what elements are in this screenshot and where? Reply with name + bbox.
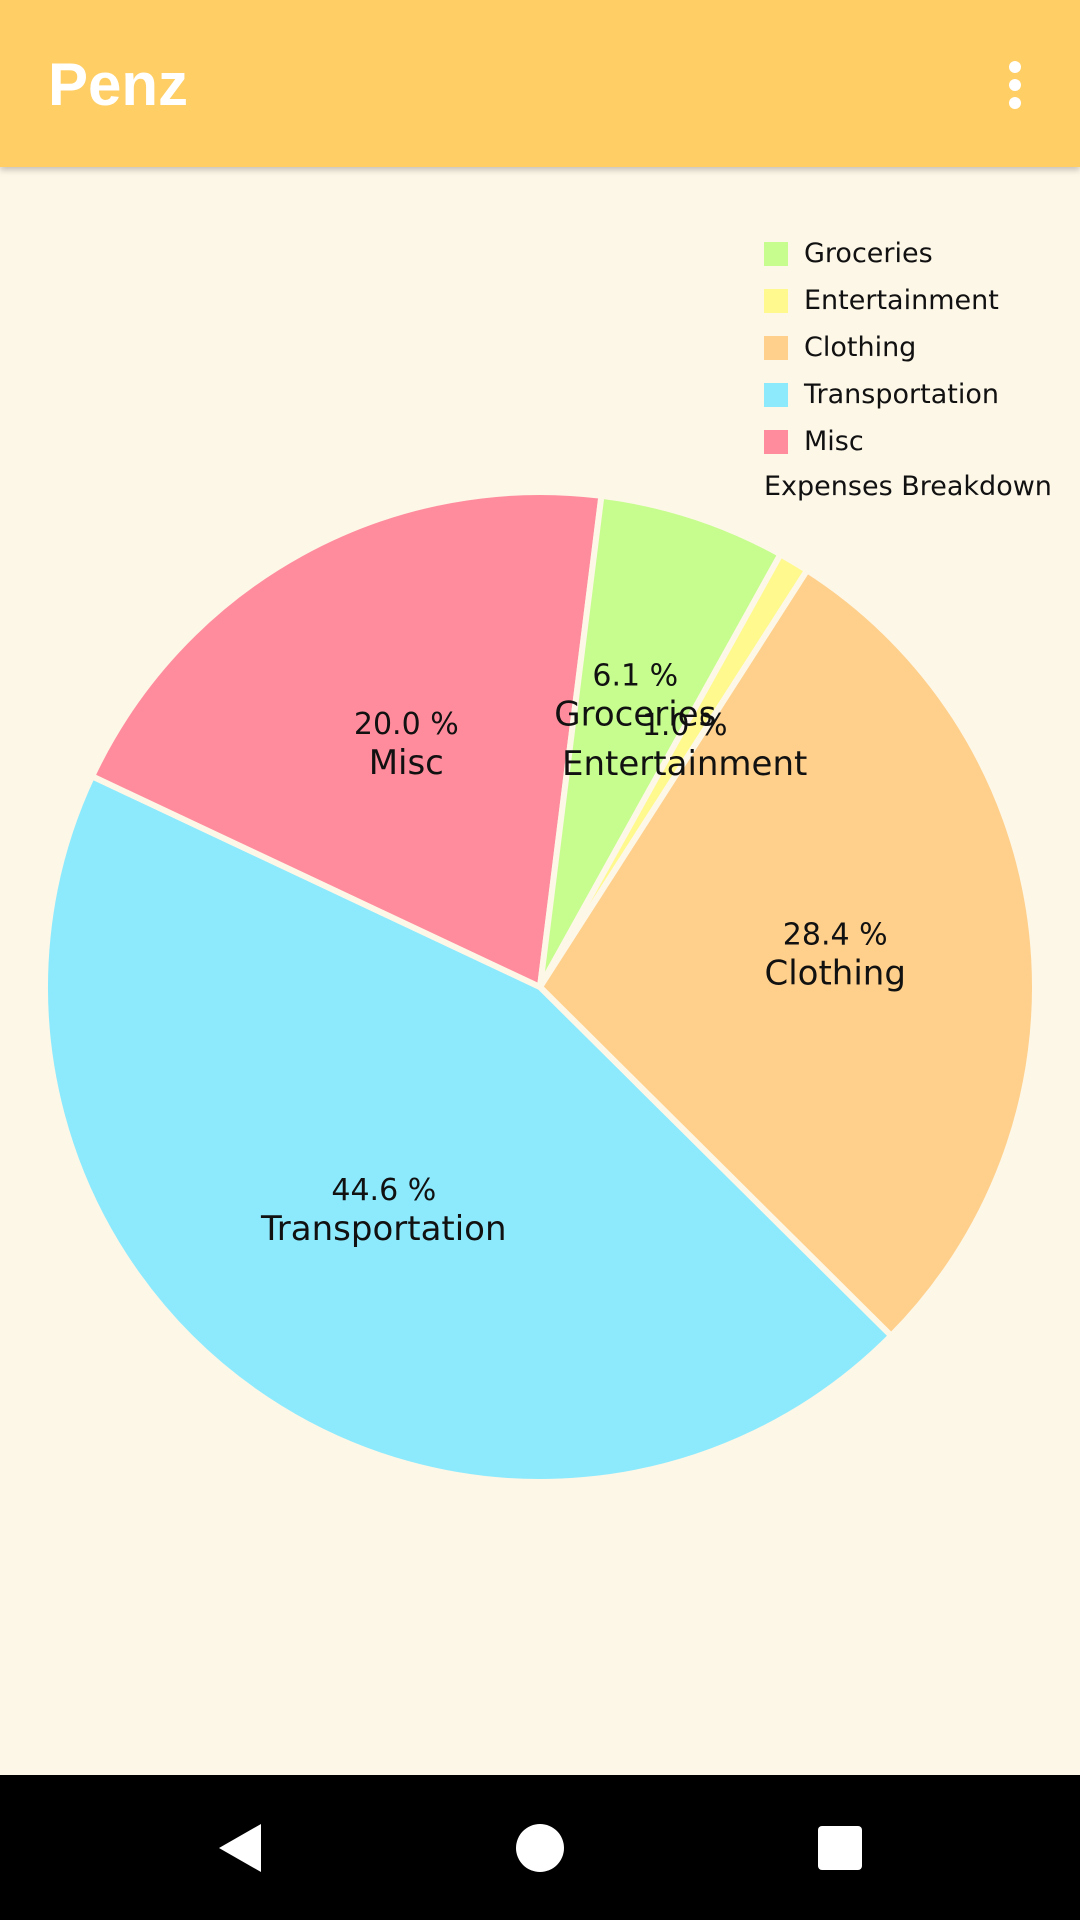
nav-back-button[interactable] xyxy=(190,1805,290,1891)
chart-legend: Groceries Entertainment Clothing Transpo… xyxy=(764,230,1052,502)
system-nav-bar xyxy=(0,1775,1080,1920)
legend-swatch-clothing xyxy=(764,335,788,360)
legend-label-transportation: Transportation xyxy=(804,379,999,410)
app-title: Penz xyxy=(48,51,189,118)
legend-label-groceries: Groceries xyxy=(804,238,933,269)
legend-item-transportation: Transportation xyxy=(764,371,1052,418)
overflow-menu-button[interactable] xyxy=(980,50,1050,120)
slice-value-label-clothing: 28.4 % xyxy=(783,918,888,953)
slice-value-label-transportation: 44.6 % xyxy=(331,1173,436,1208)
legend-swatch-groceries xyxy=(764,241,788,266)
app-bar: Penz xyxy=(0,0,1080,167)
slice-name-label-entertainment: Entertainment xyxy=(562,744,807,784)
legend-item-groceries: Groceries xyxy=(764,230,1052,277)
pie-slice-clothing xyxy=(537,567,1038,1339)
nav-recents-button[interactable] xyxy=(790,1805,890,1891)
pie-slice-transportation xyxy=(42,773,895,1485)
slice-name-label-misc: Misc xyxy=(369,743,444,783)
legend-swatch-entertainment xyxy=(764,288,788,313)
legend-item-clothing: Clothing xyxy=(764,324,1052,371)
recents-square-icon xyxy=(818,1826,862,1870)
legend-swatch-transportation xyxy=(764,382,788,407)
slice-name-label-clothing: Clothing xyxy=(764,954,905,994)
legend-swatch-misc xyxy=(764,429,788,454)
slice-value-label-entertainment: 1.0 % xyxy=(642,708,728,743)
legend-label-entertainment: Entertainment xyxy=(804,285,999,316)
legend-item-misc: Misc xyxy=(764,418,1052,465)
pie-slice-misc xyxy=(89,489,605,990)
legend-label-misc: Misc xyxy=(804,426,864,457)
slice-name-label-transportation: Transportation xyxy=(260,1209,507,1249)
slice-value-label-groceries: 6.1 % xyxy=(592,658,678,693)
nav-home-button[interactable] xyxy=(490,1805,590,1891)
slice-value-label-misc: 20.0 % xyxy=(354,707,459,742)
home-circle-icon xyxy=(516,1824,564,1872)
chart-description: Expenses Breakdown xyxy=(764,471,1052,502)
back-triangle-icon xyxy=(219,1824,261,1872)
legend-item-entertainment: Entertainment xyxy=(764,277,1052,324)
pie-slice-groceries xyxy=(537,492,784,990)
legend-label-clothing: Clothing xyxy=(804,332,917,363)
slice-name-label-groceries: Groceries xyxy=(554,694,716,734)
more-vert-icon xyxy=(1009,61,1021,109)
